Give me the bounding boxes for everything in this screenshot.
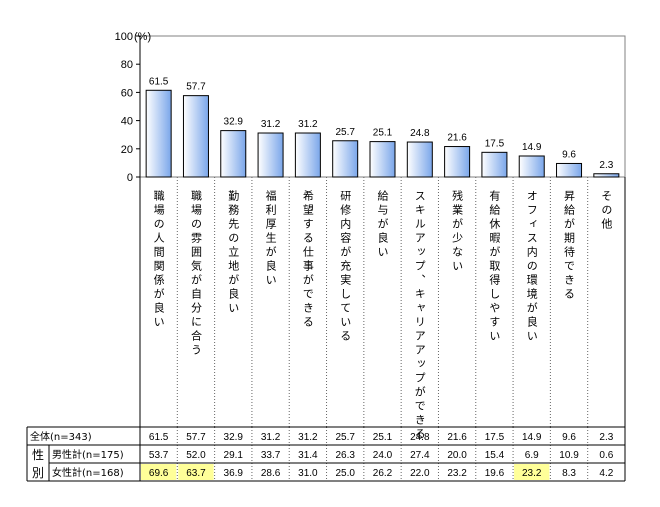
- category-label: 希望する仕事ができる: [301, 189, 314, 330]
- category-label: オフィス内の環境が良い: [525, 190, 538, 344]
- table-cell: 32.9: [224, 432, 244, 443]
- bar: [369, 141, 396, 178]
- table-cell: 20.0: [447, 450, 467, 461]
- table-cell: 4.2: [599, 468, 613, 479]
- table-cell: 2.3: [599, 432, 613, 443]
- category-label: 昇給が期待できる: [563, 190, 576, 302]
- table-row-label: 女性計(n=168): [52, 466, 124, 479]
- table-cell: 14.9: [522, 432, 542, 443]
- highlight-cell: [178, 464, 214, 480]
- data-label: 61.5: [149, 76, 169, 87]
- category-label: 残業が少ない: [451, 189, 464, 274]
- table-cell: 9.6: [562, 432, 576, 443]
- table-cell: 21.6: [447, 432, 467, 443]
- data-label: 14.9: [522, 142, 542, 153]
- table-row-label: 全体(n=343): [30, 430, 92, 443]
- table-cell: 10.9: [559, 450, 579, 461]
- y-tick-label: 80: [121, 59, 133, 71]
- bar: [593, 173, 620, 178]
- y-unit-label: (%): [134, 31, 151, 43]
- table-cell: 31.4: [298, 450, 318, 461]
- category-label: 職場の人間関係が良い: [152, 190, 165, 330]
- table-cell: 25.0: [335, 468, 355, 479]
- table-cell: 19.6: [485, 468, 505, 479]
- bar: [182, 95, 209, 178]
- table-row-label: 男性計(n=175): [52, 448, 124, 461]
- data-label: 17.5: [485, 138, 505, 149]
- data-label: 25.7: [335, 127, 355, 138]
- group-label-char: 別: [32, 466, 44, 480]
- table-cell: 24.8: [410, 432, 430, 443]
- table-cell: 8.3: [562, 468, 576, 479]
- bar: [406, 141, 433, 178]
- highlight-cell: [514, 464, 550, 480]
- bar: [481, 151, 508, 178]
- category-label: 福利厚生が良い: [264, 189, 277, 288]
- table-cell: 33.7: [261, 450, 281, 461]
- data-label: 9.6: [562, 149, 576, 160]
- bar: [257, 132, 284, 178]
- table-cell: 52.0: [186, 450, 206, 461]
- table-cell: 69.6: [149, 468, 169, 479]
- table-cell: 61.5: [149, 432, 169, 443]
- table-cell: 36.9: [224, 468, 244, 479]
- table-cell: 26.2: [373, 468, 393, 479]
- category-label: 職場の雰囲気が自分に合う: [189, 190, 202, 358]
- table-cell: 6.9: [525, 450, 539, 461]
- highlight-cell: [141, 464, 177, 480]
- table-cell: 0.6: [599, 450, 613, 461]
- table-cell: 23.2: [522, 468, 542, 479]
- table-cell: 28.6: [261, 468, 281, 479]
- table-cell: 24.0: [373, 450, 393, 461]
- table-cell: 31.0: [298, 468, 318, 479]
- table-cell: 26.3: [335, 450, 355, 461]
- bar: [145, 89, 172, 178]
- table-cell: 25.1: [373, 432, 393, 443]
- group-label-char: 性: [32, 448, 44, 462]
- table-cell: 53.7: [149, 450, 169, 461]
- data-label: 32.9: [224, 117, 244, 128]
- data-label: 24.8: [410, 128, 430, 139]
- data-label: 21.6: [447, 133, 467, 144]
- y-tick-label: 60: [121, 87, 133, 99]
- table-cell: 31.2: [261, 432, 281, 443]
- bar: [220, 130, 247, 178]
- bar: [556, 162, 583, 178]
- table-cell: 25.7: [335, 432, 355, 443]
- bar: [332, 140, 359, 178]
- table-cell: 23.2: [447, 468, 467, 479]
- data-label: 2.3: [599, 160, 613, 171]
- table-cell: 31.2: [298, 432, 318, 443]
- data-label: 31.2: [261, 119, 281, 130]
- bar: [444, 146, 471, 178]
- bar: [294, 132, 321, 178]
- category-label: 有給休暇が取得しやすい: [488, 189, 501, 344]
- y-tick-label: 0: [127, 172, 133, 184]
- category-label: スキルアップ、キャリアアップができる: [413, 190, 426, 442]
- table-cell: 17.5: [485, 432, 505, 443]
- table-cell: 15.4: [485, 450, 505, 461]
- y-tick-label: 20: [121, 144, 133, 156]
- bar: [518, 155, 545, 178]
- table-cell: 57.7: [186, 432, 206, 443]
- category-label: 研修内容が充実している: [339, 190, 352, 344]
- category-label: その他: [600, 190, 613, 232]
- table-cell: 22.0: [410, 468, 430, 479]
- y-tick-label: 40: [121, 116, 133, 128]
- table-cell: 27.4: [410, 450, 430, 461]
- data-label: 25.1: [373, 128, 393, 139]
- data-label: 57.7: [186, 82, 206, 93]
- y-tick-label: 100: [115, 31, 133, 43]
- data-label: 31.2: [298, 119, 318, 130]
- table-cell: 29.1: [224, 450, 244, 461]
- category-label: 給与が良い: [376, 189, 389, 260]
- category-label: 勤務先の立地が良い: [227, 190, 240, 316]
- table-cell: 63.7: [186, 468, 206, 479]
